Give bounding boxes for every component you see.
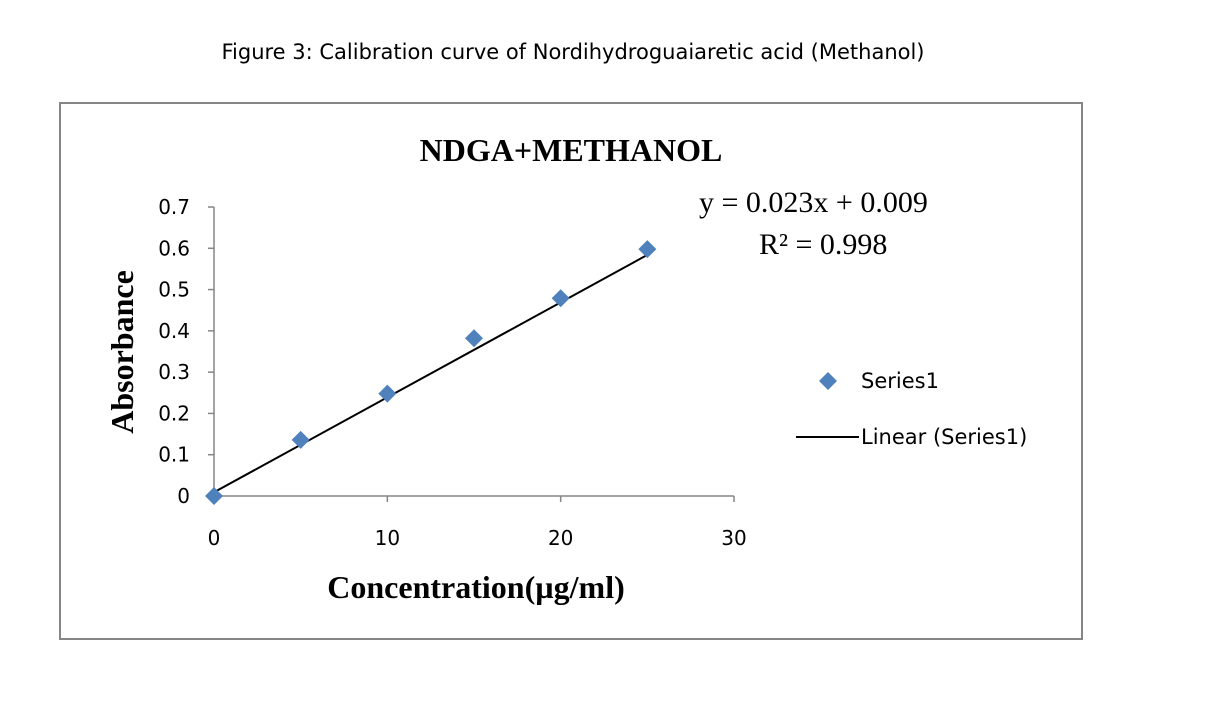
trendline xyxy=(213,254,648,494)
y-tick-label: 0.7 xyxy=(158,195,190,219)
x-tick-label: 0 xyxy=(208,526,221,550)
x-axis-label: Concentration(µg/ml) xyxy=(327,569,625,605)
y-tick-label: 0.6 xyxy=(158,236,190,260)
y-tick-label: 0.4 xyxy=(158,319,190,343)
axes: 0 0.1 0.2 0.3 0.4 0.5 0.6 0.7 0 10 20 30 xyxy=(158,195,747,550)
x-tick-label: 30 xyxy=(721,526,746,550)
chart-frame: NDGA+METHANOL Absorbance Concentration(µ… xyxy=(59,102,1083,640)
data-point xyxy=(291,430,310,449)
figure-caption: Figure 3: Calibration curve of Nordihydr… xyxy=(221,40,925,64)
legend-label-series1: Series1 xyxy=(861,369,939,393)
data-point xyxy=(378,384,397,403)
data-point xyxy=(465,329,483,348)
chart-svg: NDGA+METHANOL Absorbance Concentration(µ… xyxy=(104,132,1027,605)
legend: Series1 Linear (Series1) xyxy=(796,369,1027,449)
x-tick-label: 20 xyxy=(548,526,573,550)
points-layer xyxy=(205,240,657,505)
trendline-equation: y = 0.023x + 0.009 xyxy=(699,186,928,219)
y-tick-label: 0.3 xyxy=(158,360,190,384)
data-point xyxy=(205,487,223,505)
chart-title: NDGA+METHANOL xyxy=(420,132,723,168)
trendline-layer xyxy=(213,254,648,494)
x-tick-label: 10 xyxy=(375,526,400,550)
legend-marker-series1 xyxy=(819,372,837,390)
y-tick-label: 0.1 xyxy=(158,443,190,467)
y-tick-label: 0.5 xyxy=(158,278,190,302)
data-point xyxy=(638,240,657,259)
legend-label-trendline: Linear (Series1) xyxy=(861,425,1027,449)
r-squared-label: R² = 0.998 xyxy=(759,228,887,261)
data-point xyxy=(551,289,570,308)
y-tick-label: 0 xyxy=(177,484,190,508)
y-tick-label: 0.2 xyxy=(158,401,190,425)
y-axis-label: Absorbance xyxy=(104,270,140,434)
